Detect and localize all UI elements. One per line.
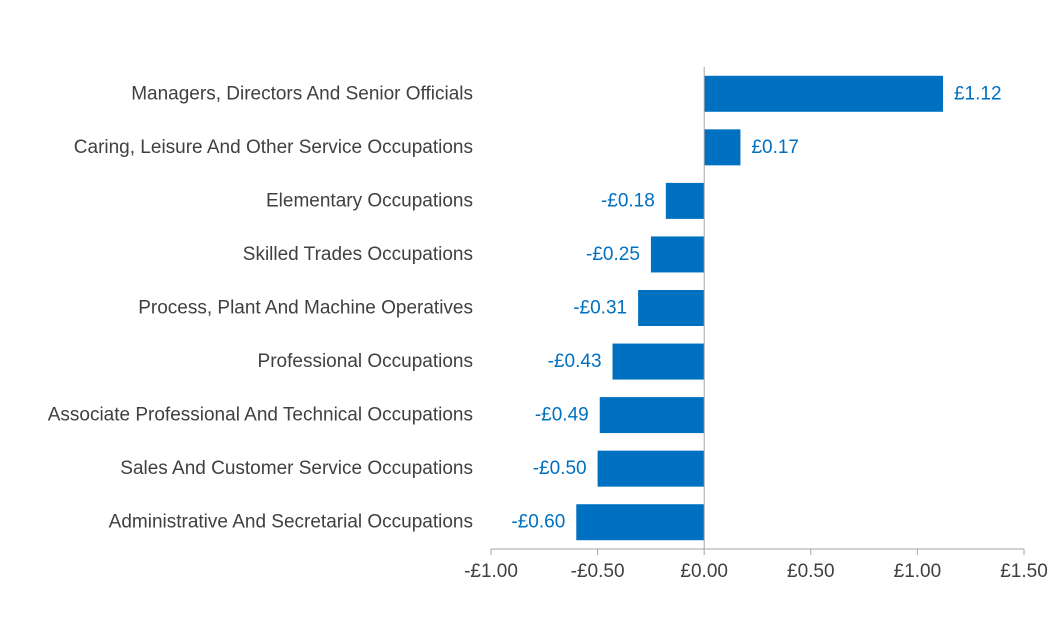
bar — [576, 504, 705, 541]
category-label: Sales And Customer Service Occupations — [120, 458, 473, 479]
x-tick-label: -£0.50 — [571, 561, 625, 582]
data-label: £1.12 — [954, 83, 1002, 104]
x-tick-label: £1.50 — [1000, 561, 1048, 582]
data-label: -£0.50 — [533, 458, 587, 479]
x-tick-label: -£1.00 — [464, 561, 518, 582]
x-tick-label: £0.50 — [787, 561, 835, 582]
category-label: Managers, Directors And Senior Officials — [131, 83, 473, 104]
bar — [665, 182, 705, 219]
bar — [597, 450, 705, 487]
bar — [704, 129, 741, 166]
bar — [704, 75, 943, 112]
data-label: -£0.25 — [586, 244, 640, 265]
category-label: Process, Plant And Machine Operatives — [138, 298, 473, 319]
data-label: -£0.31 — [573, 298, 627, 319]
bar — [638, 290, 705, 326]
bar — [612, 343, 705, 380]
category-label: Caring, Leisure And Other Service Occupa… — [74, 137, 473, 158]
x-tick-label: £0.00 — [680, 561, 728, 582]
data-label: £0.17 — [751, 137, 799, 158]
category-label: Professional Occupations — [258, 351, 473, 372]
category-label: Associate Professional And Technical Occ… — [48, 405, 473, 426]
bar — [650, 236, 705, 273]
x-tick-label: £1.00 — [894, 561, 942, 582]
category-label: Administrative And Secretarial Occupatio… — [109, 512, 473, 533]
bar — [599, 397, 705, 434]
data-label: -£0.60 — [511, 512, 565, 533]
data-label: -£0.49 — [535, 405, 589, 426]
data-label: -£0.18 — [601, 190, 655, 211]
category-label: Elementary Occupations — [266, 190, 473, 211]
data-label: -£0.43 — [548, 351, 602, 372]
category-label: Skilled Trades Occupations — [243, 244, 473, 265]
